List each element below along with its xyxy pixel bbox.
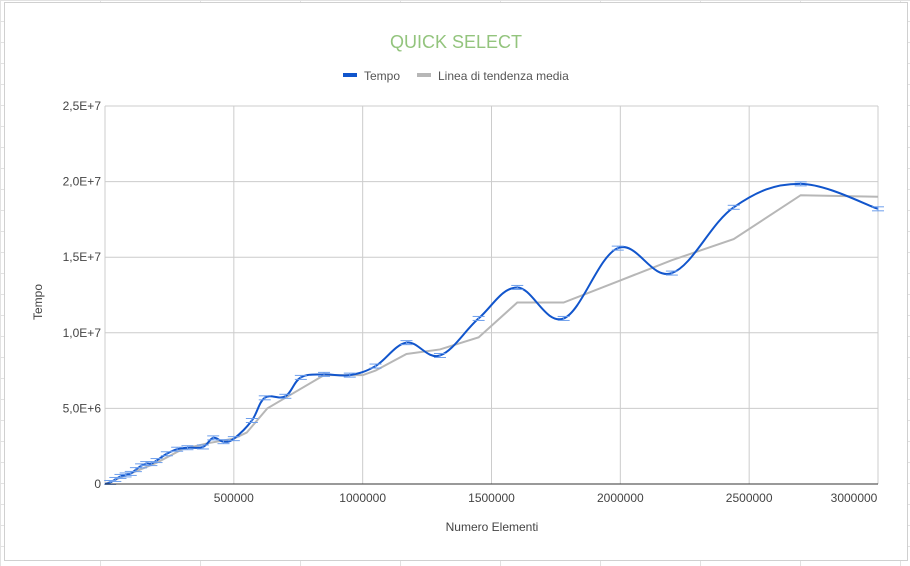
legend-swatch-trend xyxy=(417,73,431,77)
error-bar xyxy=(181,445,194,451)
chart-frame[interactable] xyxy=(4,2,908,561)
y-tick-label: 2,0E+7 xyxy=(63,175,102,189)
error-bar xyxy=(872,206,884,212)
y-tick-label: 5,0E+6 xyxy=(63,401,102,415)
series-layer xyxy=(104,181,884,485)
x-axis-label: Numero Elementi xyxy=(446,520,539,534)
error-bar xyxy=(245,417,258,423)
error-bar xyxy=(433,352,446,358)
legend-label-trend[interactable]: Linea di tendenza media xyxy=(438,69,569,83)
error-bar xyxy=(196,444,209,450)
error-bar xyxy=(207,435,220,441)
x-tick-label: 1500000 xyxy=(468,491,515,505)
y-tick-label: 1,0E+7 xyxy=(63,326,102,340)
error-bar xyxy=(472,315,485,321)
error-bar xyxy=(171,446,184,452)
x-tick-label: 2500000 xyxy=(726,491,773,505)
error-bar xyxy=(160,451,173,457)
error-bar xyxy=(279,393,292,399)
legend-swatch-tempo xyxy=(343,73,357,77)
chart-title: QUICK SELECT xyxy=(390,32,522,52)
y-tick-label: 1,5E+7 xyxy=(63,250,102,264)
x-tick-label: 3000000 xyxy=(831,491,878,505)
y-tick-label: 2,5E+7 xyxy=(63,99,102,113)
x-tick-label: 2000000 xyxy=(597,491,644,505)
error-bar xyxy=(217,439,230,445)
error-bar xyxy=(369,363,382,369)
y-axis-label: Tempo xyxy=(31,284,45,320)
gridlines xyxy=(104,105,879,484)
x-tick-label: 500000 xyxy=(214,491,254,505)
error-bar xyxy=(318,371,331,377)
error-bar xyxy=(294,374,307,380)
legend: Tempo Linea di tendenza media xyxy=(343,69,569,83)
error-bar xyxy=(150,458,163,464)
error-bar xyxy=(400,340,413,346)
axes: 0 5,0E+6 1,0E+7 1,5E+7 2,0E+7 2,5E+7 500000 100… xyxy=(63,99,878,505)
error-bar xyxy=(557,315,570,321)
error-bar xyxy=(343,372,356,378)
error-bar xyxy=(227,436,240,442)
error-bar xyxy=(611,245,624,251)
error-bar xyxy=(794,181,807,187)
error-bar xyxy=(511,284,524,290)
error-bar xyxy=(727,204,740,210)
legend-label-tempo[interactable]: Tempo xyxy=(364,69,400,83)
x-tick-label: 1000000 xyxy=(339,491,386,505)
error-bar xyxy=(258,395,271,401)
error-bar xyxy=(665,270,678,276)
series-line-trend xyxy=(104,194,879,485)
y-tick-label: 0 xyxy=(94,477,101,491)
